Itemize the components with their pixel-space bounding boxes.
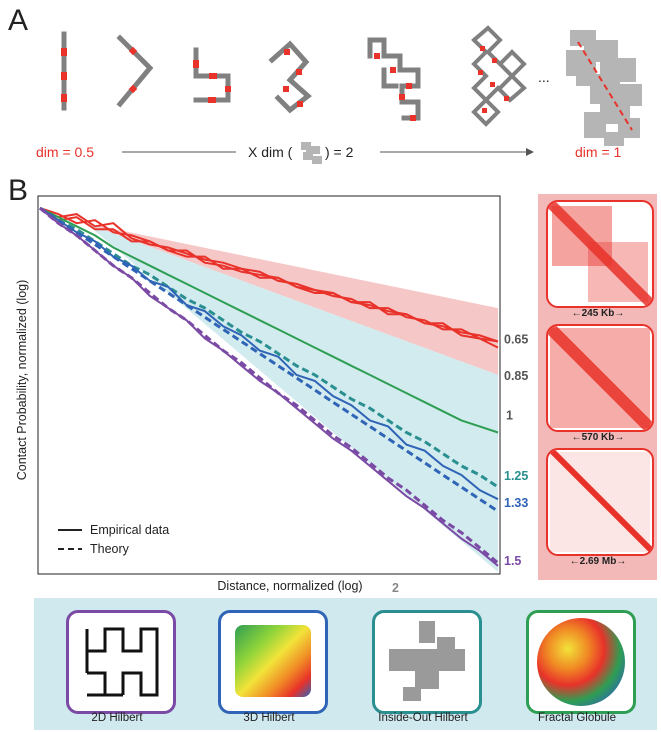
hic-map-domain (552, 206, 612, 266)
slope-label: 0.65 (504, 332, 528, 346)
dragon-mini-icon (301, 142, 322, 164)
panel-a-letter: A (8, 4, 29, 37)
hilbert-3d-cube (235, 625, 311, 697)
hic-map-domain (588, 242, 648, 302)
hic-map (546, 448, 654, 556)
slope-label: 1.25 (504, 469, 528, 483)
legend-theory-label: Theory (90, 542, 130, 556)
y-axis-label: Contact Probability, normalized (log) (15, 280, 29, 481)
hic-map (546, 200, 654, 308)
dim-left-label: dim = 0.5 (36, 144, 94, 160)
slope-label: 1.33 (504, 496, 528, 510)
slope-label: 2 (392, 581, 399, 595)
x-axis-label: Distance, normalized (log) (217, 579, 362, 593)
fractal-step-4 (268, 40, 312, 114)
series-line (39, 207, 499, 434)
panel-b-letter: B (8, 174, 29, 207)
structure-card (526, 610, 636, 714)
series-line (39, 207, 499, 349)
structure-caption: 3D Hilbert (243, 712, 295, 724)
structures-panel: 2D Hilbert 3D Hilbert Inside-Out Hilbert… (34, 598, 657, 730)
hic-scale-label: ←2.69 Mb→ (569, 556, 627, 567)
slope-band (85, 223, 499, 573)
hic-map-haze (550, 452, 650, 552)
legend-empirical-label: Empirical data (90, 523, 169, 537)
series-line (39, 207, 499, 343)
slope-label: 1 (506, 408, 513, 422)
chart-legend: Empirical data Theory (58, 523, 169, 556)
fractal-step-2 (116, 34, 154, 108)
structure-card (66, 610, 176, 714)
hic-map-panel: ←245 Kb→ ←570 Kb→ ←2.69 Mb→ (538, 194, 657, 580)
structure-caption: 2D Hilbert (91, 712, 143, 724)
hic-map-domain (550, 328, 650, 428)
chart-bands (85, 223, 499, 573)
structure-caption: Inside-Out Hilbert (378, 712, 468, 724)
series-line (39, 206, 499, 565)
contact-probability-chart: 0.65 0.85 1 1.25 1.33 1.5 2 Empirical data The… (15, 195, 528, 595)
plot-frame (37, 195, 501, 575)
hilbert-2d-curve (85, 627, 159, 697)
dim-middle-label-post: ) = 2 (325, 144, 354, 160)
structure-card (372, 610, 482, 714)
structure-caption: Fractal Globule (538, 712, 616, 724)
hic-map (546, 324, 654, 432)
fractal-step-5 (367, 37, 421, 121)
slope-label: 0.85 (504, 369, 528, 383)
dim-right-label: dim = 1 (575, 144, 622, 160)
fractal-step-6 (471, 25, 527, 127)
hic-scale-label: ←245 Kb→ (571, 308, 625, 319)
ellipsis-text: ... (538, 69, 550, 85)
dragon-diagonal (577, 41, 633, 131)
series-line (39, 206, 499, 489)
slope-label: 1.5 (504, 554, 521, 568)
dim-middle-label-pre: X dim ( (248, 144, 293, 160)
arrow-right-head (526, 148, 534, 156)
chart-slope-labels: 0.65 0.85 1 1.25 1.33 1.5 2 (392, 332, 528, 595)
series-line (39, 206, 499, 513)
hic-scale-label: ←570 Kb→ (571, 432, 625, 443)
fractal-globule-sphere (537, 618, 625, 706)
structure-card (218, 610, 328, 714)
fractal-sequence: ... (61, 25, 642, 164)
chart-lines (39, 206, 499, 567)
inside-out-hilbert-curve (389, 621, 465, 701)
